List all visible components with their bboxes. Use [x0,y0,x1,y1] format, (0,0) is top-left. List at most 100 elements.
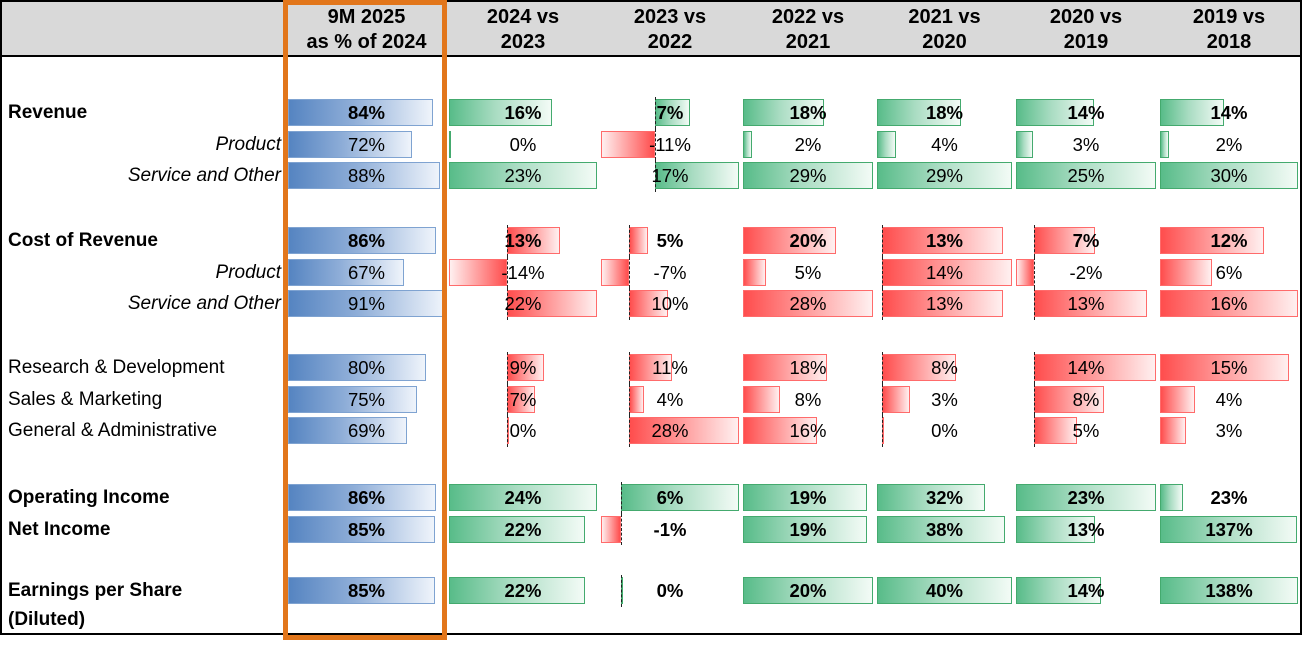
column-header-2023-vs-2022: 2023 vs 2022 [599,2,741,55]
cell-value: 69% [347,420,386,442]
data-bar [1160,162,1298,190]
cell-value: 14% [1067,102,1105,123]
data-bar-cell: 13% [447,225,599,257]
data-bar-cell: 29% [875,160,1014,192]
data-bar [288,162,440,190]
data-bar-cell: 3% [875,383,1014,416]
table-row: General & Administrative 69% 0% 28% 16% 0% 5% 3… [2,415,1300,448]
data-bar-cell: 86% [286,225,447,257]
cell-value: 20% [789,580,827,601]
axis-line [506,225,508,257]
data-bar [743,385,781,413]
cell-value: 25% [1067,165,1105,187]
header-line: as % of 2024 [306,31,427,53]
cell-value: 15% [1210,357,1248,378]
data-bar [1016,484,1156,511]
data-bar-cell: 23% [1014,482,1158,514]
cell-value: 5% [656,230,684,251]
header-line: 2023 vs [633,6,707,28]
axis-line [1033,383,1035,416]
data-bar [877,484,985,511]
data-bar-cell: 14% [1158,97,1300,129]
data-bar [1160,515,1297,543]
data-bar-cell: 7% [447,383,599,416]
data-bar-cell: 84% [286,97,447,129]
cell-value: 22% [504,293,542,315]
cell-value: 28% [651,420,689,442]
row-label: Earnings per Share [8,580,183,601]
row-label: Product [215,133,281,155]
data-bar-cell: 18% [741,97,875,129]
data-bar-cell: 14% [1014,575,1158,607]
header-line: 9M 2025 [327,6,406,28]
axis-line [1033,415,1035,448]
data-bar-cell: 23% [1158,482,1300,514]
column-header-2020-vs-2019: 2020 vs 2019 [1014,2,1158,55]
data-bar-cell: 0% [875,415,1014,448]
cell-value: 4% [931,133,958,155]
axis-line [506,352,508,384]
axis-line [620,575,622,607]
data-bar [288,577,435,604]
cell-value: 4% [1215,388,1243,410]
cell-value: 2% [1215,133,1243,155]
column-header-2021-vs-2020: 2021 vs 2020 [875,2,1014,55]
data-bar [1016,258,1034,286]
header-row: 9M 2025 as % of 2024 2024 vs 2023 2023 v… [2,2,1300,57]
cell-value: 28% [789,293,827,315]
data-bar [288,354,427,381]
cell-value: 8% [931,357,958,378]
axis-line [655,160,657,193]
row-label: Operating Income [8,487,170,508]
data-bar-cell: 3% [1014,129,1158,161]
data-bar-cell: 13% [875,288,1014,321]
data-bar [1160,258,1212,286]
column-header-9m-2025: 9M 2025 as % of 2024 [286,2,447,55]
cell-value: 3% [931,388,958,410]
cell-value: 0% [656,580,684,601]
data-bar-cell: 40% [875,575,1014,607]
data-bar [601,130,656,158]
cell-value: -2% [1069,261,1103,283]
data-bar [288,99,433,126]
data-bar [882,354,957,381]
column-header-2024-vs-2023: 2024 vs 2023 [447,2,599,55]
cell-value: 3% [1072,133,1100,155]
cell-value: 6% [1215,261,1243,283]
axis-line [882,225,884,257]
row-label: Net Income [8,518,111,540]
axis-line [628,288,630,321]
data-bar [288,417,408,445]
cell-value: 13% [1067,518,1105,540]
header-line: 2019 [1063,31,1109,53]
axis-line [620,482,622,514]
cell-value: 91% [347,293,386,315]
corner-cell [2,2,286,55]
cell-value: 8% [1072,388,1100,410]
cell-value: 7% [509,388,537,410]
cell-value: 23% [504,165,542,187]
data-bar-cell: 13% [1014,288,1158,321]
cell-value: 86% [347,487,386,508]
data-bar [1160,130,1170,158]
data-bar-cell: 88% [286,160,447,192]
cell-value: 16% [504,102,542,123]
cell-value: 85% [347,518,386,540]
data-bar-cell: 13% [1014,514,1158,546]
axis-line [882,352,884,384]
data-bar [288,515,435,543]
header-line: 2019 vs [1192,6,1266,28]
cell-value: 13% [504,230,542,251]
data-bar-cell: 38% [875,514,1014,546]
data-bar-cell: 32% [875,482,1014,514]
data-bar [1016,515,1096,543]
table-row: Sales & Marketing 75% 7% 4% 8% 3% 8% 4% [2,383,1300,416]
table-row: Service and Other 91% 22% 10% 28% 13% 13% 16% [2,288,1300,321]
data-bar [1160,417,1186,445]
data-bar-cell: 17% [599,160,741,193]
data-bar [601,515,621,543]
header-line: 2021 [785,31,831,53]
data-bar-cell: 23% [447,160,599,192]
data-bar-cell: 16% [741,415,875,447]
cell-value: 137% [1205,518,1253,540]
